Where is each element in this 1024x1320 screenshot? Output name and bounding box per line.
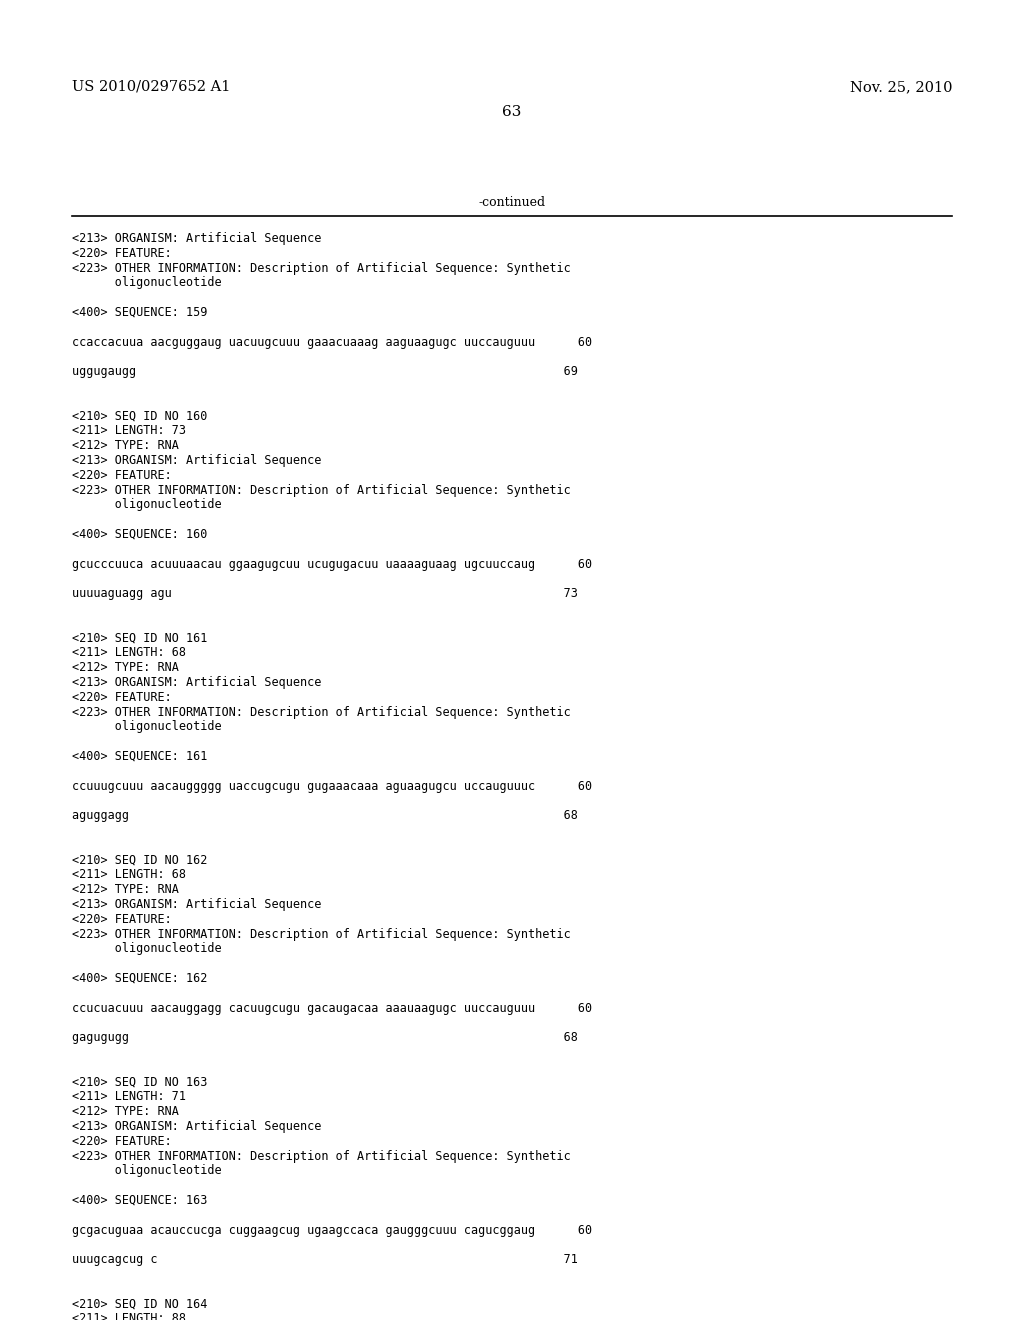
Text: aguggagg                                                             68: aguggagg 68 <box>72 809 578 822</box>
Text: oligonucleotide: oligonucleotide <box>72 942 221 956</box>
Text: <213> ORGANISM: Artificial Sequence: <213> ORGANISM: Artificial Sequence <box>72 676 322 689</box>
Text: <212> TYPE: RNA: <212> TYPE: RNA <box>72 661 178 675</box>
Text: <213> ORGANISM: Artificial Sequence: <213> ORGANISM: Artificial Sequence <box>72 232 322 246</box>
Text: <223> OTHER INFORMATION: Description of Artificial Sequence: Synthetic: <223> OTHER INFORMATION: Description of … <box>72 1150 570 1163</box>
Text: oligonucleotide: oligonucleotide <box>72 721 221 734</box>
Text: <223> OTHER INFORMATION: Description of Artificial Sequence: Synthetic: <223> OTHER INFORMATION: Description of … <box>72 706 570 718</box>
Text: -continued: -continued <box>478 195 546 209</box>
Text: gagugugg                                                             68: gagugugg 68 <box>72 1031 578 1044</box>
Text: <220> FEATURE:: <220> FEATURE: <box>72 247 171 260</box>
Text: <213> ORGANISM: Artificial Sequence: <213> ORGANISM: Artificial Sequence <box>72 454 322 467</box>
Text: <210> SEQ ID NO 162: <210> SEQ ID NO 162 <box>72 854 207 867</box>
Text: ccuuugcuuu aacauggggg uaccugcugu gugaaacaaa aguaagugcu uccauguuuc      60: ccuuugcuuu aacauggggg uaccugcugu gugaaac… <box>72 780 592 792</box>
Text: ccaccacuua aacguggaug uacuugcuuu gaaacuaaag aaguaagugc uuccauguuu      60: ccaccacuua aacguggaug uacuugcuuu gaaacua… <box>72 335 592 348</box>
Text: uuuuaguagg agu                                                       73: uuuuaguagg agu 73 <box>72 587 578 601</box>
Text: <210> SEQ ID NO 161: <210> SEQ ID NO 161 <box>72 631 207 644</box>
Text: oligonucleotide: oligonucleotide <box>72 276 221 289</box>
Text: <400> SEQUENCE: 160: <400> SEQUENCE: 160 <box>72 528 207 541</box>
Text: <400> SEQUENCE: 163: <400> SEQUENCE: 163 <box>72 1195 207 1206</box>
Text: US 2010/0297652 A1: US 2010/0297652 A1 <box>72 81 230 94</box>
Text: <400> SEQUENCE: 161: <400> SEQUENCE: 161 <box>72 750 207 763</box>
Text: <210> SEQ ID NO 160: <210> SEQ ID NO 160 <box>72 409 207 422</box>
Text: <212> TYPE: RNA: <212> TYPE: RNA <box>72 440 178 453</box>
Text: <223> OTHER INFORMATION: Description of Artificial Sequence: Synthetic: <223> OTHER INFORMATION: Description of … <box>72 261 570 275</box>
Text: 63: 63 <box>503 106 521 119</box>
Text: <211> LENGTH: 68: <211> LENGTH: 68 <box>72 647 185 660</box>
Text: gcucccuuca acuuuaacau ggaagugcuu ucugugacuu uaaaaguaag ugcuuccaug      60: gcucccuuca acuuuaacau ggaagugcuu ucuguga… <box>72 557 592 570</box>
Text: <400> SEQUENCE: 159: <400> SEQUENCE: 159 <box>72 306 207 319</box>
Text: <210> SEQ ID NO 163: <210> SEQ ID NO 163 <box>72 1076 207 1089</box>
Text: <210> SEQ ID NO 164: <210> SEQ ID NO 164 <box>72 1298 207 1311</box>
Text: oligonucleotide: oligonucleotide <box>72 499 221 511</box>
Text: <211> LENGTH: 68: <211> LENGTH: 68 <box>72 869 185 882</box>
Text: uggugaugg                                                            69: uggugaugg 69 <box>72 366 578 379</box>
Text: <400> SEQUENCE: 162: <400> SEQUENCE: 162 <box>72 972 207 985</box>
Text: <223> OTHER INFORMATION: Description of Artificial Sequence: Synthetic: <223> OTHER INFORMATION: Description of … <box>72 928 570 941</box>
Text: <220> FEATURE:: <220> FEATURE: <box>72 690 171 704</box>
Text: uuugcagcug c                                                         71: uuugcagcug c 71 <box>72 1253 578 1266</box>
Text: gcgacuguaa acauccucga cuggaagcug ugaagccaca gaugggcuuu cagucggaug      60: gcgacuguaa acauccucga cuggaagcug ugaagcc… <box>72 1224 592 1237</box>
Text: <220> FEATURE:: <220> FEATURE: <box>72 913 171 925</box>
Text: <220> FEATURE:: <220> FEATURE: <box>72 1135 171 1148</box>
Text: <211> LENGTH: 71: <211> LENGTH: 71 <box>72 1090 185 1104</box>
Text: <220> FEATURE:: <220> FEATURE: <box>72 469 171 482</box>
Text: ccucuacuuu aacauggagg cacuugcugu gacaugacaa aaauaagugc uuccauguuu      60: ccucuacuuu aacauggagg cacuugcugu gacauga… <box>72 1002 592 1015</box>
Text: <213> ORGANISM: Artificial Sequence: <213> ORGANISM: Artificial Sequence <box>72 898 322 911</box>
Text: <213> ORGANISM: Artificial Sequence: <213> ORGANISM: Artificial Sequence <box>72 1119 322 1133</box>
Text: <211> LENGTH: 73: <211> LENGTH: 73 <box>72 425 185 437</box>
Text: <212> TYPE: RNA: <212> TYPE: RNA <box>72 883 178 896</box>
Text: Nov. 25, 2010: Nov. 25, 2010 <box>850 81 952 94</box>
Text: <212> TYPE: RNA: <212> TYPE: RNA <box>72 1105 178 1118</box>
Text: <211> LENGTH: 88: <211> LENGTH: 88 <box>72 1312 185 1320</box>
Text: <223> OTHER INFORMATION: Description of Artificial Sequence: Synthetic: <223> OTHER INFORMATION: Description of … <box>72 483 570 496</box>
Text: oligonucleotide: oligonucleotide <box>72 1164 221 1177</box>
